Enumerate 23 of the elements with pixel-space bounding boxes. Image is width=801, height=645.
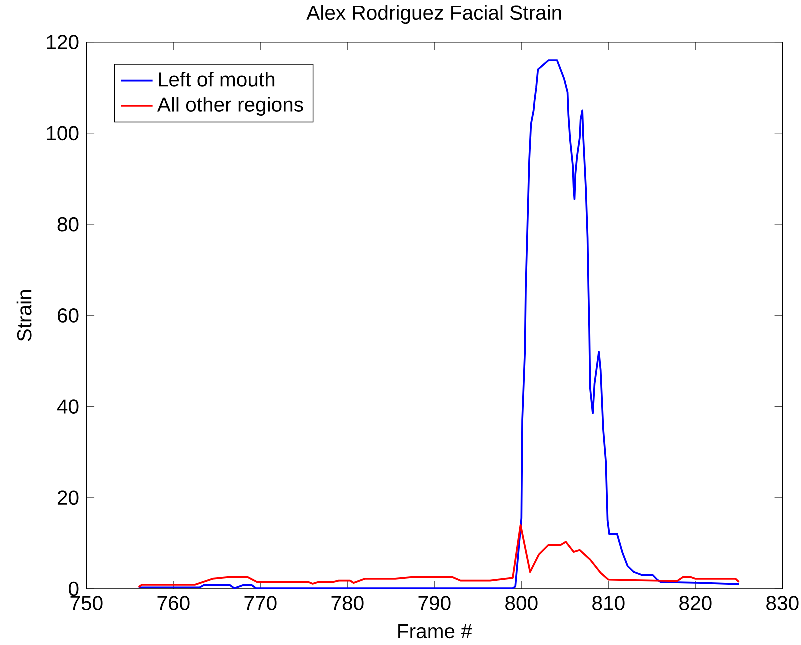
chart-title: Alex Rodriguez Facial Strain [306, 5, 562, 24]
y-tick-label: 0 [69, 582, 79, 596]
x-tick-label: 830 [766, 596, 799, 611]
x-tick-label: 750 [70, 596, 103, 611]
x-tick-label: 760 [158, 596, 190, 611]
y-tick-label: 100 [47, 126, 79, 141]
x-tick-label: 770 [244, 596, 277, 611]
y-axis-title: Strain [16, 290, 32, 342]
x-axis-title: Frame # [398, 624, 472, 639]
y-tick-label: 40 [57, 400, 79, 414]
x-tick-label: 810 [592, 596, 625, 611]
legend-label: Left of mouth [159, 72, 275, 87]
x-tick-label: 800 [506, 596, 538, 611]
line-series [138, 524, 740, 588]
y-tick-label: 120 [47, 35, 79, 50]
line-series [138, 60, 740, 589]
x-tick-label: 820 [680, 596, 712, 611]
x-tick-label: 780 [332, 596, 364, 611]
y-tick-label: 60 [58, 308, 79, 323]
y-tick-label: 20 [58, 490, 79, 506]
legend-label: All other regions [157, 97, 304, 116]
x-tick-label: 790 [418, 596, 451, 611]
y-tick-label: 80 [58, 217, 79, 232]
